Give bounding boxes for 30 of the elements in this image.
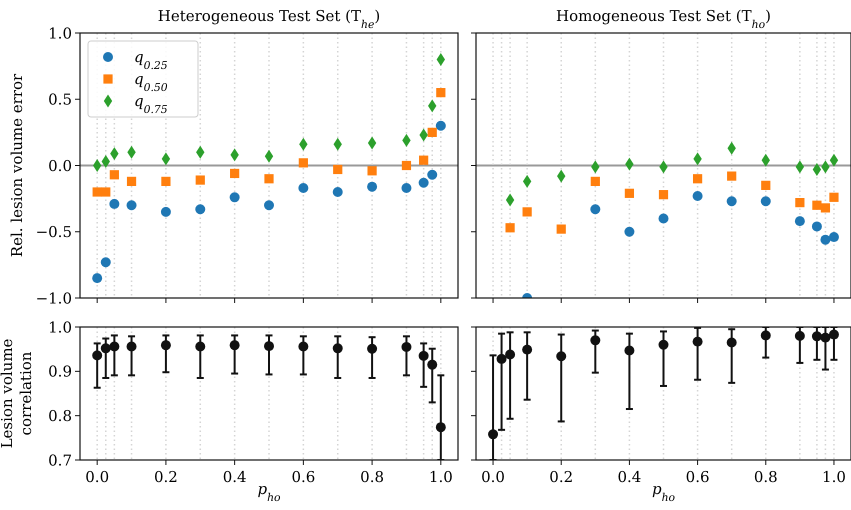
y-tick-label: 0.0 bbox=[48, 156, 72, 175]
y-axis-title: Lesion volume correlation bbox=[0, 338, 35, 448]
x-tick-label: 0.2 bbox=[154, 468, 178, 486]
legend-label: q$_{0.50}$ bbox=[134, 70, 168, 94]
x-tick-label: 0.4 bbox=[617, 468, 642, 486]
chart-title: Heterogeneous Test Set (T$_{he}$) bbox=[158, 7, 380, 30]
x-tick-label: 0.6 bbox=[686, 468, 710, 486]
x-tick-label: 0.0 bbox=[85, 468, 110, 486]
chart-title: Homogeneous Test Set (T$_{ho}$) bbox=[556, 7, 771, 30]
y-tick-label: 0.7 bbox=[48, 451, 72, 470]
x-tick-label: 0.6 bbox=[291, 468, 316, 486]
x-tick-label: 1.0 bbox=[428, 468, 453, 486]
x-tick-label: 0.8 bbox=[754, 468, 778, 486]
x-tick-label: 0.4 bbox=[222, 468, 247, 486]
y-tick-label: 0.5 bbox=[48, 90, 72, 108]
y-axis-title: Rel. lesion volume error bbox=[8, 72, 26, 258]
y-tick-label: 1.0 bbox=[48, 24, 72, 42]
x-tick-label: 0.0 bbox=[481, 468, 505, 486]
legend-label: q$_{0.75}$ bbox=[134, 92, 168, 116]
y-tick-label: −1.0 bbox=[36, 289, 72, 308]
legend-label: q$_{0.25}$ bbox=[134, 48, 168, 72]
x-tick-label: 0.8 bbox=[360, 468, 384, 486]
x-axis-title: p$_{ho}$ bbox=[257, 480, 282, 504]
y-tick-label: 0.8 bbox=[48, 406, 72, 425]
x-tick-label: 0.2 bbox=[549, 468, 574, 486]
x-axis-title: p$_{ho}$ bbox=[652, 480, 676, 504]
x-tick-label: 1.0 bbox=[822, 468, 846, 486]
y-tick-label: 1.0 bbox=[48, 318, 72, 336]
y-tick-label: 0.9 bbox=[48, 362, 72, 381]
y-tick-label: −0.5 bbox=[36, 223, 72, 241]
